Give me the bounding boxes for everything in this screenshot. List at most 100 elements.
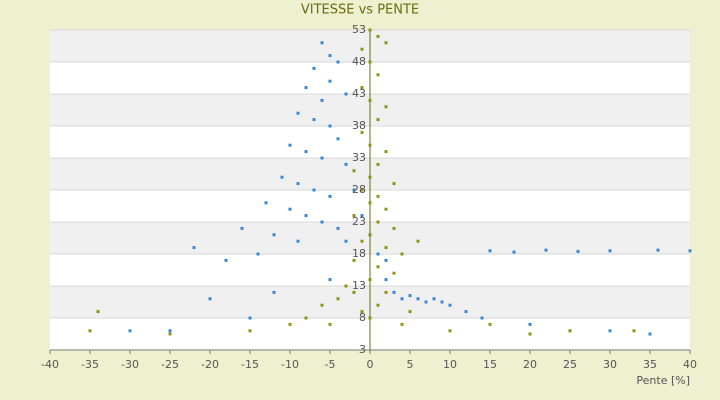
scatter-point [368, 60, 372, 64]
scatter-point [632, 329, 636, 333]
scatter-point [528, 322, 532, 326]
scatter-point [256, 252, 260, 256]
scatter-point [296, 182, 300, 186]
scatter-point [312, 66, 316, 70]
scatter-point [336, 137, 340, 141]
scatter-point [408, 294, 412, 298]
scatter-point [384, 290, 388, 294]
x-tick-label: 0 [367, 358, 374, 371]
scatter-point [488, 322, 492, 326]
scatter-point [296, 239, 300, 243]
scatter-point [480, 316, 484, 320]
scatter-point [288, 143, 292, 147]
scatter-point [432, 297, 436, 301]
scatter-point [168, 332, 172, 336]
y-tick-label: 3 [359, 343, 366, 356]
x-tick-label: -40 [41, 358, 59, 371]
x-tick-label: -5 [325, 358, 336, 371]
scatter-point [336, 60, 340, 64]
y-tick-label: 23 [352, 215, 366, 228]
scatter-point [384, 207, 388, 211]
scatter-point [264, 201, 268, 205]
scatter-point [288, 207, 292, 211]
scatter-point [304, 316, 308, 320]
scatter-point [376, 73, 380, 77]
scatter-point [168, 329, 172, 333]
scatter-point [448, 303, 452, 307]
scatter-point [248, 316, 252, 320]
scatter-point [488, 249, 492, 253]
scatter-point [344, 239, 348, 243]
scatter-point [568, 329, 572, 333]
x-tick-label: -20 [201, 358, 219, 371]
scatter-point [352, 290, 356, 294]
scatter-point [392, 290, 396, 294]
scatter-point [608, 329, 612, 333]
scatter-point [424, 300, 428, 304]
y-tick-label: 53 [352, 23, 366, 36]
chart-title: VITESSE vs PENTE [301, 3, 419, 18]
x-tick-label: 15 [483, 358, 497, 371]
y-tick-label: 43 [352, 87, 366, 100]
x-tick-label: 40 [683, 358, 697, 371]
scatter-point [368, 98, 372, 102]
scatter-point [128, 329, 132, 333]
scatter-point [400, 297, 404, 301]
scatter-point [328, 54, 332, 58]
scatter-point [408, 310, 412, 314]
scatter-point [416, 239, 420, 243]
scatter-point [280, 175, 284, 179]
scatter-point [576, 249, 580, 253]
x-tick-label: 30 [603, 358, 617, 371]
scatter-point [656, 248, 660, 252]
scatter-point [328, 322, 332, 326]
scatter-point [352, 214, 356, 218]
scatter-point [464, 310, 468, 314]
scatter-point [328, 124, 332, 128]
y-tick-label: 18 [352, 247, 366, 260]
scatter-point [544, 248, 548, 252]
scatter-point [192, 246, 196, 250]
x-tick-label: 20 [523, 358, 537, 371]
scatter-point [360, 310, 364, 314]
x-tick-label: 5 [407, 358, 414, 371]
scatter-point [400, 252, 404, 256]
scatter-point [312, 188, 316, 192]
scatter-point [368, 233, 372, 237]
x-tick-label: -35 [81, 358, 99, 371]
scatter-point [384, 258, 388, 262]
x-axis-label: Pente [%] [636, 374, 690, 387]
scatter-point [248, 329, 252, 333]
scatter-point [320, 98, 324, 102]
x-tick-label: 25 [563, 358, 577, 371]
scatter-point [360, 86, 364, 90]
x-tick-label: 35 [643, 358, 657, 371]
scatter-point [448, 329, 452, 333]
x-tick-label: -30 [121, 358, 139, 371]
scatter-point [376, 34, 380, 38]
scatter-point [352, 258, 356, 262]
scatter-point [368, 201, 372, 205]
scatter-point [320, 156, 324, 160]
scatter-point [320, 41, 324, 45]
y-tick-label: 38 [352, 119, 366, 132]
scatter-point [440, 300, 444, 304]
scatter-point [320, 303, 324, 307]
scatter-point [376, 303, 380, 307]
scatter-point [400, 322, 404, 326]
scatter-point [344, 92, 348, 96]
x-tick-label: -25 [161, 358, 179, 371]
y-tick-label: 13 [352, 279, 366, 292]
scatter-point [328, 194, 332, 198]
scatter-point [272, 233, 276, 237]
scatter-point [608, 249, 612, 253]
scatter-point [368, 316, 372, 320]
scatter-point [376, 220, 380, 224]
scatter-point [224, 258, 228, 262]
scatter-point [328, 79, 332, 83]
scatter-point [368, 28, 372, 32]
scatter-point [288, 322, 292, 326]
scatter-point [376, 118, 380, 122]
